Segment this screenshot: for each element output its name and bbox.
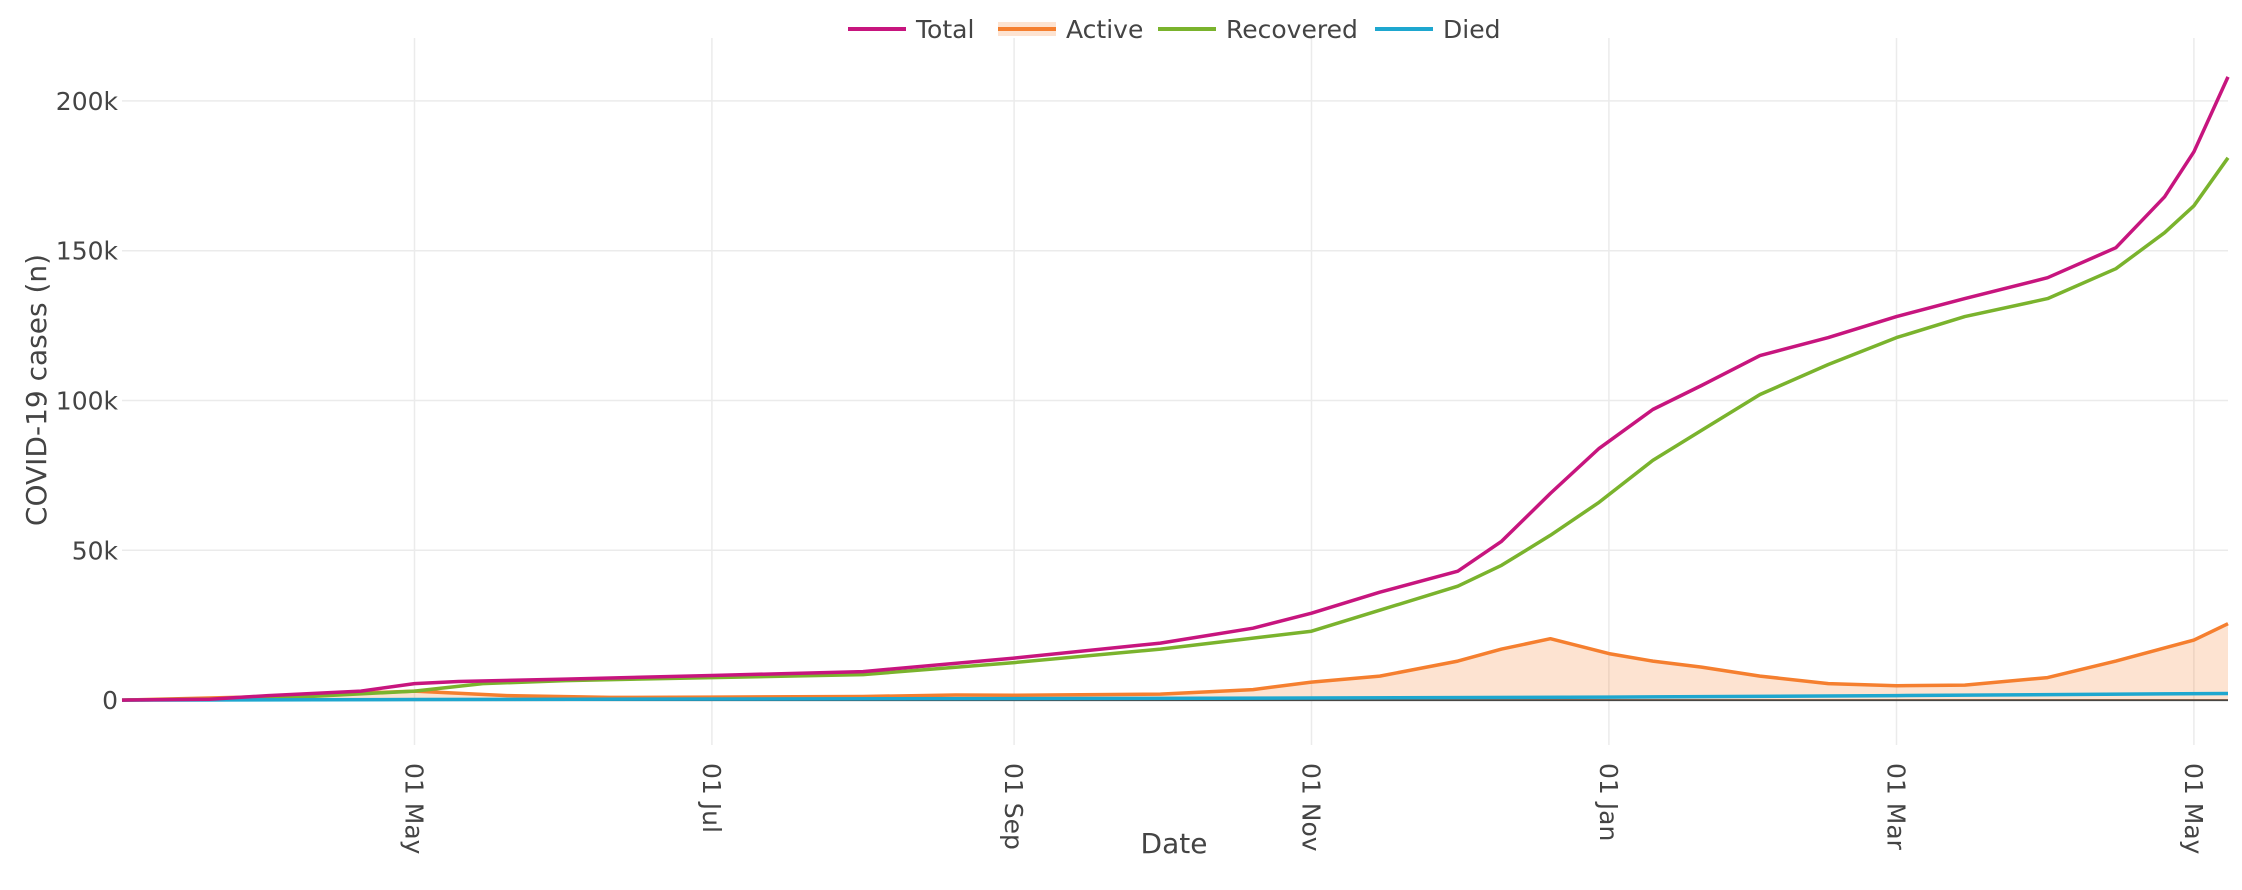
x-tick-label: 01 Sep bbox=[999, 763, 1028, 850]
series-line-total bbox=[121, 76, 2230, 702]
series-area-active bbox=[122, 623, 2228, 701]
series-line-active bbox=[121, 622, 2229, 702]
legend-label: Died bbox=[1443, 15, 1500, 44]
legend-item-died[interactable]: Died bbox=[1375, 15, 1500, 44]
x-tick-label: 01 Jan bbox=[1594, 763, 1623, 841]
legend-label: Total bbox=[915, 15, 974, 44]
x-tick-label: 01 Nov bbox=[1297, 763, 1326, 852]
series-line-recovered bbox=[121, 156, 2230, 702]
legend-item-active[interactable]: Active bbox=[998, 15, 1143, 44]
x-axis-title: Date bbox=[1141, 827, 1208, 860]
x-tick-label: 01 Mar bbox=[1882, 763, 1911, 851]
legend-item-recovered[interactable]: Recovered bbox=[1158, 15, 1358, 44]
series-line-died bbox=[121, 691, 2229, 702]
legend-label: Recovered bbox=[1226, 15, 1358, 44]
gridlines bbox=[122, 38, 2228, 745]
y-tick-label: 0 bbox=[102, 686, 118, 715]
legend[interactable]: Total Active Recovered Died bbox=[848, 15, 1500, 44]
y-tick-label: 50k bbox=[72, 536, 119, 565]
x-tick-label: 01 May bbox=[2179, 763, 2208, 855]
x-axis-ticks: 01 May 01 Jul 01 Sep 01 Nov 01 Jan 01 Mar 01 M… bbox=[400, 763, 2208, 855]
y-axis-title: COVID-19 cases (n) bbox=[20, 254, 53, 526]
legend-label: Active bbox=[1066, 15, 1143, 44]
y-tick-label: 150k bbox=[56, 237, 119, 266]
y-tick-label: 200k bbox=[56, 87, 119, 116]
legend-item-total[interactable]: Total bbox=[848, 15, 974, 44]
y-tick-label: 100k bbox=[56, 386, 119, 415]
x-tick-label: 01 Jul bbox=[697, 763, 726, 833]
y-axis-ticks: 0 50k 100k 150k 200k bbox=[56, 87, 119, 715]
plot-area bbox=[121, 76, 2230, 702]
x-tick-label: 01 May bbox=[400, 763, 429, 855]
